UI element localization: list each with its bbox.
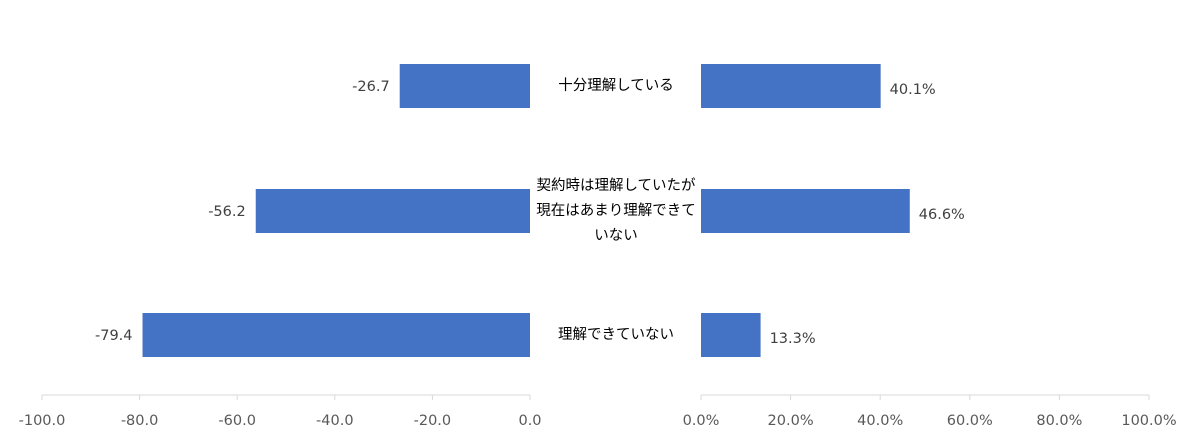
category-label-line: 現在はあまり理解できて — [536, 202, 696, 219]
category-label: 契約時は理解していたが 現在はあまり理解できて いない — [531, 174, 701, 249]
category-label-line: 理解できていない — [558, 326, 674, 343]
left-x-tick-label: -60.0 — [218, 413, 256, 429]
category-label: 十分理解している — [531, 74, 701, 99]
category-label-line: 十分理解している — [558, 77, 674, 94]
left-x-tick-label: 0.0 — [518, 413, 541, 429]
category-label-line: いない — [594, 227, 638, 244]
right-x-tick-label: 40.0% — [857, 413, 903, 429]
right-x-tick-label: 60.0% — [947, 413, 993, 429]
left-x-tick-label: -100.0 — [19, 413, 66, 429]
right-x-tick-label: 100.0% — [1121, 413, 1176, 429]
left-x-tick-label: -20.0 — [414, 413, 452, 429]
left-bar — [399, 64, 530, 108]
category-label-line: 契約時は理解していたが — [536, 177, 696, 194]
left-x-tick-label: -40.0 — [316, 413, 354, 429]
category-label: 理解できていない — [531, 323, 701, 348]
right-bar-data-label: 46.6% — [919, 207, 965, 223]
right-x-tick-label: 20.0% — [768, 413, 814, 429]
left-x-tick-label: -80.0 — [121, 413, 159, 429]
left-bar-data-label: -79.4 — [95, 328, 133, 344]
right-x-tick-label: 0.0% — [683, 413, 720, 429]
left-bar-data-label: -26.7 — [352, 79, 390, 95]
left-bar — [142, 313, 530, 357]
right-bar-data-label: 13.3% — [770, 331, 816, 347]
right-bar — [701, 313, 761, 357]
right-bar — [701, 189, 910, 233]
left-bar — [255, 189, 530, 233]
right-x-tick-label: 80.0% — [1036, 413, 1082, 429]
left-bar-data-label: -56.2 — [208, 204, 246, 220]
right-bar-data-label: 40.1% — [890, 82, 936, 98]
right-bar — [701, 64, 881, 108]
